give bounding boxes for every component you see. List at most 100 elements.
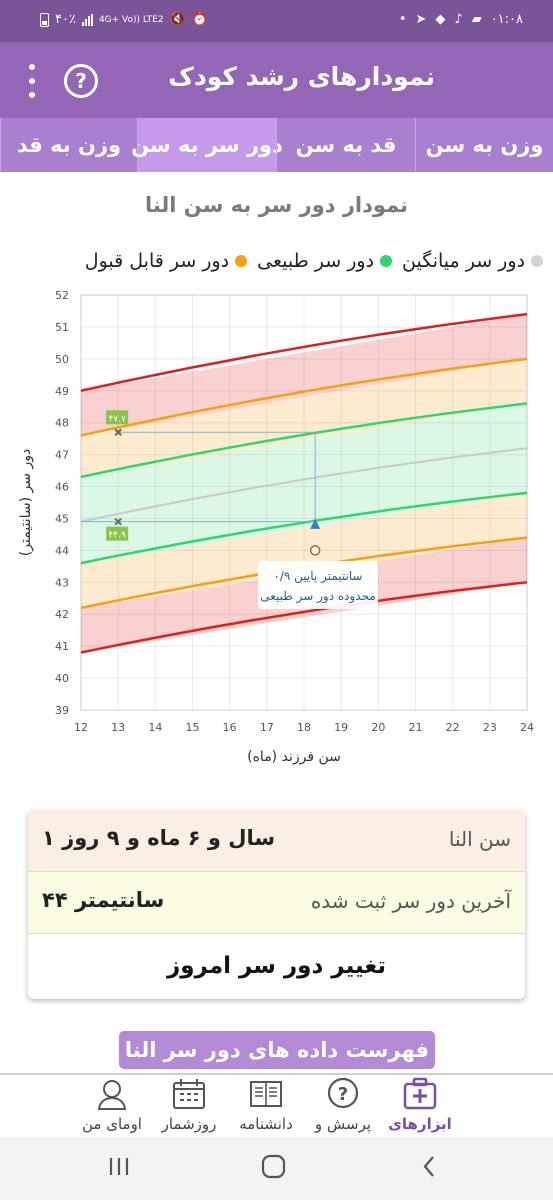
app-title: نمودارهای رشد کودک <box>168 62 435 91</box>
chart-band-0 <box>81 314 527 436</box>
x-axis-title: سن فرزند (ماه) <box>247 749 341 765</box>
y-tick-label: 39 <box>55 704 69 717</box>
plot-frame <box>80 294 528 711</box>
book-icon <box>250 1081 282 1107</box>
battery-level: ۴۰٪ <box>55 12 76 27</box>
overflow-menu-button[interactable] <box>28 64 36 98</box>
data-list-button[interactable]: فهرست داده های دور سر النا <box>119 1031 435 1069</box>
back-button[interactable] <box>423 1156 434 1177</box>
last-measurement-value: ۴۴ سانتیمتر <box>42 888 165 912</box>
question-circle-icon: ? <box>75 69 87 93</box>
change-head-circumference-button[interactable]: تغییر دور سر امروز <box>167 953 386 979</box>
x-marker <box>114 517 122 526</box>
x-tick-label: 19 <box>334 721 348 734</box>
notification-dot-icon: • <box>398 12 407 27</box>
nav-encyclopedia[interactable]: دانشنامه <box>226 1075 306 1139</box>
alarm-icon: ⏰ <box>191 12 208 27</box>
chart-legend: دور سر میانگین دور سر طبیعی دور سر قابل … <box>0 250 553 284</box>
home-button[interactable] <box>261 1154 286 1179</box>
y-tick-label: 47 <box>55 449 69 462</box>
y-tick-label: 46 <box>55 481 69 494</box>
x-tick-label: 23 <box>483 721 497 734</box>
legend-item-acceptable: دور سر قابل قبول <box>84 250 248 272</box>
y-tick-label: 45 <box>55 512 69 525</box>
chart-title: نمودار دور سر به سن النا <box>144 193 409 217</box>
y-axis-title: دور سر (سانتیمتر) <box>18 449 34 556</box>
nav-tools[interactable]: ابزارهای <box>380 1075 460 1139</box>
annotation-box <box>258 561 378 609</box>
y-tick-label: 42 <box>55 608 69 621</box>
app-header: نمودارهای رشد کودک ? <box>0 42 553 118</box>
chart-series-line-0 <box>80 312 528 392</box>
status-left: ۴۰٪ 4G+ Vo)) LTE2 🔇 ⏰ <box>40 12 208 27</box>
question-bubble-icon: ? <box>327 1077 359 1109</box>
x-tick-label: 15 <box>186 721 200 734</box>
y-tick-label: 52 <box>55 289 69 302</box>
message-icon: ▰ <box>471 12 482 27</box>
x-marker <box>114 428 122 436</box>
battery-icon <box>40 12 49 27</box>
tab-head-circumference[interactable]: دور سر به سن <box>131 118 283 172</box>
legend-dot <box>380 255 393 267</box>
x-tick-label: 12 <box>74 721 88 734</box>
mute-icon: 🔇 <box>169 12 186 27</box>
y-tick-label: 51 <box>55 321 69 334</box>
nav-my-profile[interactable]: اومای من <box>72 1075 152 1139</box>
normal-lower-triangle <box>310 518 321 529</box>
x-tick-label: 21 <box>409 721 423 734</box>
recent-apps-button[interactable] <box>109 1158 129 1175</box>
nav-questions[interactable]: ? پرسش و <box>303 1075 383 1139</box>
legend-item-average: دور سر میانگین <box>402 250 543 272</box>
help-button[interactable]: ? <box>64 64 98 98</box>
marker-badge <box>106 526 129 541</box>
y-tick-label: 48 <box>55 417 69 430</box>
tab-height-for-age[interactable]: قد به سن <box>276 118 415 172</box>
chart-series-line-4 <box>80 491 528 565</box>
marker-label: ۴۷.۷ <box>108 414 126 424</box>
nav-label: ابزارهای <box>388 1115 452 1133</box>
measurement-point <box>309 545 321 556</box>
network-type: 4G+ Vo)) LTE2 <box>98 14 164 25</box>
info-card: سن النا ۱ سال و ۶ ماه و ۹ روز آخرین دور … <box>28 810 525 999</box>
status-bar: ۴۰٪ 4G+ Vo)) LTE2 🔇 ⏰ • ➤ ◆ ♪ ▰ ۰۱:۰۸ <box>0 0 553 42</box>
first-aid-kit-icon <box>403 1077 437 1110</box>
legend-label: دور سر میانگین <box>402 250 525 272</box>
annotation-text: محدوده دور سر طبیعی <box>260 589 376 604</box>
tiktok-icon: ♪ <box>454 12 463 27</box>
signal-icon <box>81 13 93 26</box>
nav-label: روزشمار <box>161 1115 217 1133</box>
chart-tabs: وزن به سن قد به سن دور سر به سن وزن به ق… <box>0 118 553 172</box>
legend-label: دور سر قابل قبول <box>84 250 230 272</box>
nav-label: دانشنامه <box>239 1115 293 1133</box>
legend-label: دور سر طبیعی <box>257 250 375 272</box>
y-tick-label: 49 <box>55 385 69 398</box>
profile-icon <box>97 1080 127 1110</box>
x-tick-label: 14 <box>148 721 162 734</box>
chart-band-4 <box>81 492 527 608</box>
legend-item-normal: دور سر طبیعی <box>257 250 393 272</box>
tab-weight-for-height[interactable]: وزن به قد <box>0 118 137 172</box>
bottom-nav: ابزارهای ? پرسش و دانشنامه روزشمار اومای… <box>0 1073 553 1137</box>
x-tick-label: 24 <box>520 721 534 734</box>
chart-series-line-3 <box>80 447 528 523</box>
chart-series-line-2 <box>80 402 528 479</box>
x-tick-label: 16 <box>223 721 237 734</box>
y-tick-label: 50 <box>55 353 69 366</box>
svg-text:?: ? <box>338 1084 348 1105</box>
age-value: ۱ سال و ۶ ماه و ۹ روز <box>42 826 276 850</box>
legend-dot <box>531 255 543 267</box>
age-label: سن النا <box>448 827 511 851</box>
x-tick-label: 17 <box>260 721 274 734</box>
android-nav-bar <box>0 1137 553 1200</box>
last-measurement-label: آخرین دور سر ثبت شده <box>310 889 511 913</box>
chart-series-line-1 <box>80 357 528 437</box>
nav-calendar[interactable]: روزشمار <box>149 1075 229 1139</box>
marker-label: ۴۴.۹ <box>108 531 126 541</box>
telegram-icon: ➤ <box>415 12 427 27</box>
y-tick-label: 40 <box>55 672 69 685</box>
last-measurement-row: آخرین دور سر ثبت شده ۴۴ سانتیمتر <box>28 872 525 934</box>
tab-weight-for-age[interactable]: وزن به سن <box>415 118 553 172</box>
y-tick-label: 41 <box>55 640 69 653</box>
x-tick-label: 18 <box>297 721 311 734</box>
growth-chart: 12 13 14 15 16 17 18 19 20 21 22 23 24 39 40 41 42 43 44 45… <box>18 289 534 765</box>
